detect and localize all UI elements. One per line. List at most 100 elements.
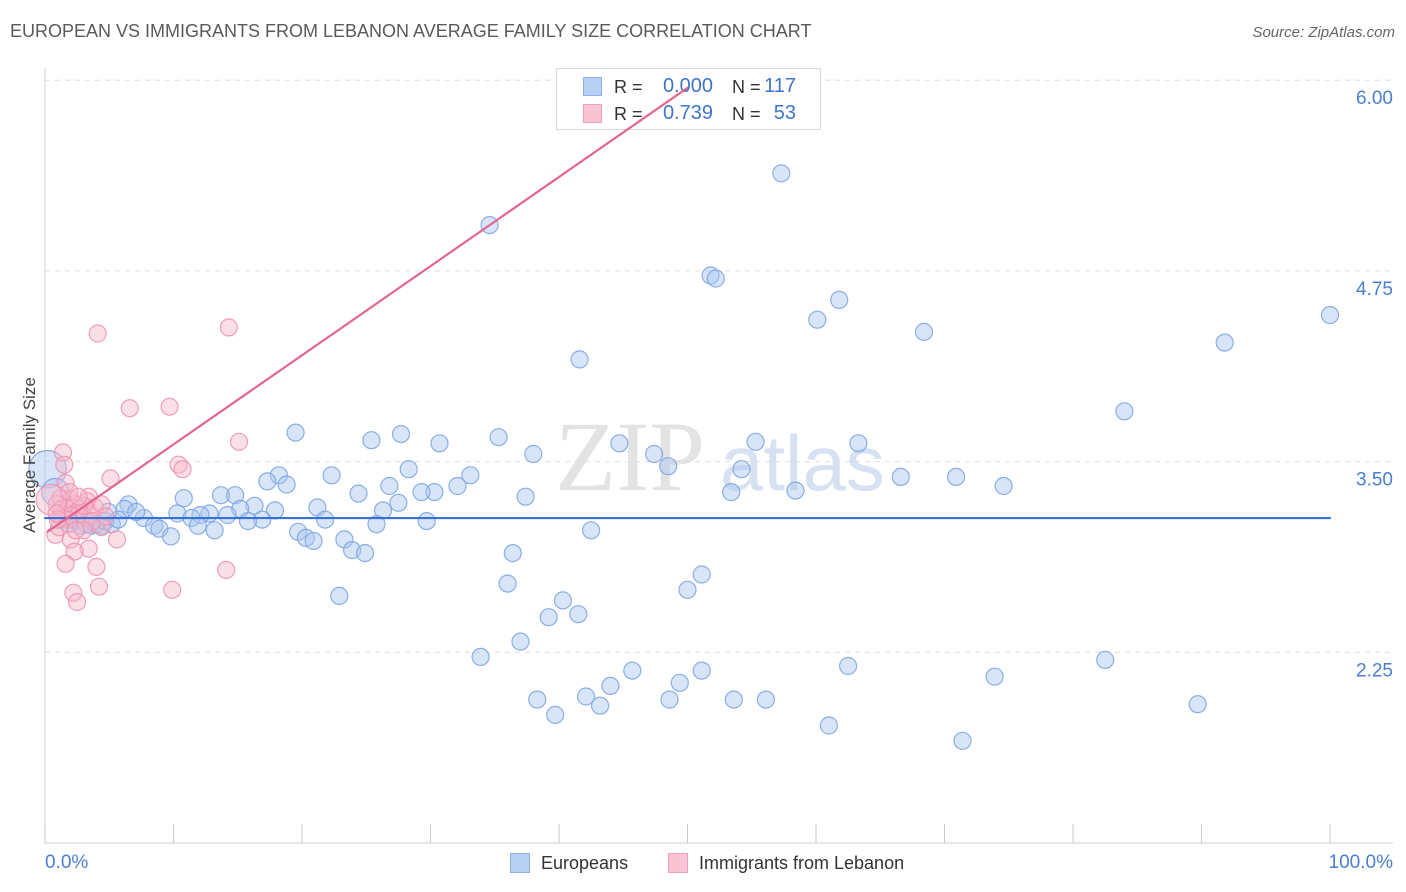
europeans-point	[724, 690, 743, 709]
europeans-point	[946, 467, 966, 486]
gridlines	[45, 79, 1393, 653]
europeans-point	[601, 676, 620, 696]
x-tick-marks	[44, 824, 1331, 843]
europeans-point	[576, 687, 596, 706]
immigrants-from-lebanon-point	[160, 397, 179, 416]
immigrants-from-lebanon-point	[120, 399, 139, 418]
europeans-point	[286, 423, 305, 442]
europeans-point	[503, 543, 522, 563]
immigrants-from-lebanon-point	[217, 560, 236, 580]
europeans-point	[660, 690, 679, 709]
r-value: 0.000	[662, 75, 713, 97]
europeans-point	[692, 661, 711, 680]
europeans-point	[516, 487, 535, 506]
x-axis-max-label: 100.0%	[1328, 852, 1393, 873]
europeans-point	[985, 667, 1004, 686]
r-label: R =	[614, 104, 643, 124]
europeans-point	[546, 705, 565, 725]
europeans-point	[362, 431, 381, 450]
europeans-point	[553, 591, 573, 610]
europeans-point	[399, 460, 418, 479]
immigrants-from-lebanon-point	[55, 455, 74, 474]
x-axis-min-label: 0.0%	[45, 852, 89, 873]
europeans-point	[391, 425, 411, 444]
europeans-point	[218, 505, 237, 525]
europeans-point	[732, 460, 751, 479]
immigrants-from-lebanon-point	[107, 530, 127, 549]
y-tick-label: 2.25	[1356, 660, 1393, 681]
europeans-point	[581, 521, 601, 540]
europeans-point	[238, 511, 258, 531]
europeans-point	[786, 481, 805, 500]
legend-label: Europeans	[541, 853, 629, 873]
immigrants-from-lebanon-point	[173, 460, 192, 479]
europeans-point	[1096, 650, 1115, 670]
europeans-point	[380, 476, 399, 496]
watermark-zip: ZIP	[555, 401, 705, 512]
europeans-point	[277, 475, 296, 494]
europeans-point	[498, 574, 517, 593]
immigrants-from-lebanon-point	[65, 542, 84, 561]
r-label: R =	[614, 77, 643, 97]
europeans-point	[830, 290, 849, 309]
europeans-point	[1188, 695, 1207, 714]
europeans-point	[316, 510, 335, 529]
europeans-point	[756, 690, 776, 709]
europeans-point	[849, 434, 868, 453]
immigrants-from-lebanon-point	[64, 583, 83, 602]
europeans-point	[304, 531, 323, 551]
immigrants-from-lebanon-point	[56, 554, 75, 573]
n-label: N =	[732, 77, 761, 97]
y-tick-label: 4.75	[1356, 279, 1393, 300]
y-tick-label: 3.50	[1356, 470, 1393, 491]
chart-title: EUROPEAN VS IMMIGRANTS FROM LEBANON AVER…	[10, 21, 812, 41]
immigrants-from-lebanon-point	[87, 557, 106, 577]
europeans-point	[772, 164, 791, 183]
europeans-point	[511, 632, 530, 651]
europeans-point	[678, 580, 697, 599]
immigrants-from-lebanon-point	[229, 432, 249, 451]
n-value: 117	[764, 75, 796, 97]
immigrants-from-lebanon-point	[69, 487, 88, 506]
europeans-point	[524, 444, 543, 464]
europeans-point	[322, 466, 341, 485]
zipatlas-watermark: ZIP atlas	[555, 401, 885, 512]
stats-row-immigrants-from-lebanon: R = 0.739 N = 53	[557, 101, 820, 128]
correlation-stats-legend: R = 0.000 N = 117 R = 0.739 N = 53	[556, 68, 821, 130]
europeans-point	[701, 266, 720, 285]
europeans-point	[1320, 306, 1340, 325]
europeans-point	[746, 432, 765, 451]
europeans-point	[994, 476, 1013, 496]
europeans-point	[480, 216, 499, 235]
europeans-point	[174, 489, 193, 508]
immigrants-from-lebanon-point	[96, 507, 115, 526]
europeans-point	[838, 656, 858, 676]
europeans-point	[330, 586, 349, 606]
europeans-point	[953, 731, 972, 750]
europeans-point	[367, 515, 386, 534]
europeans-point	[623, 661, 642, 680]
europeans-point	[349, 484, 368, 503]
europeans-point	[610, 434, 629, 453]
immigrants-from-lebanon-point	[67, 592, 87, 612]
n-label: N =	[732, 104, 761, 124]
europeans-point	[569, 605, 588, 624]
europeans-point	[819, 716, 839, 735]
europeans-point	[914, 322, 934, 341]
legend-label: Immigrants from Lebanon	[699, 853, 905, 873]
europeans-point	[205, 521, 224, 540]
immigrants-from-lebanon-point	[79, 539, 98, 558]
stats-row-europeans: R = 0.000 N = 117	[557, 74, 820, 101]
immigrants-from-lebanon-point	[89, 577, 109, 596]
immigrants-from-lebanon-series	[35, 318, 249, 612]
n-value: 53	[773, 102, 796, 124]
europeans-point	[670, 673, 689, 692]
immigrants-from-lebanon-point	[163, 580, 182, 599]
y-axis-title: Average Family Size	[20, 377, 39, 533]
immigrants-from-lebanon-point	[66, 521, 85, 540]
europeans-point	[539, 608, 558, 627]
r-value: 0.739	[662, 102, 713, 124]
europeans-point	[161, 527, 180, 546]
europeans-point	[528, 690, 547, 709]
